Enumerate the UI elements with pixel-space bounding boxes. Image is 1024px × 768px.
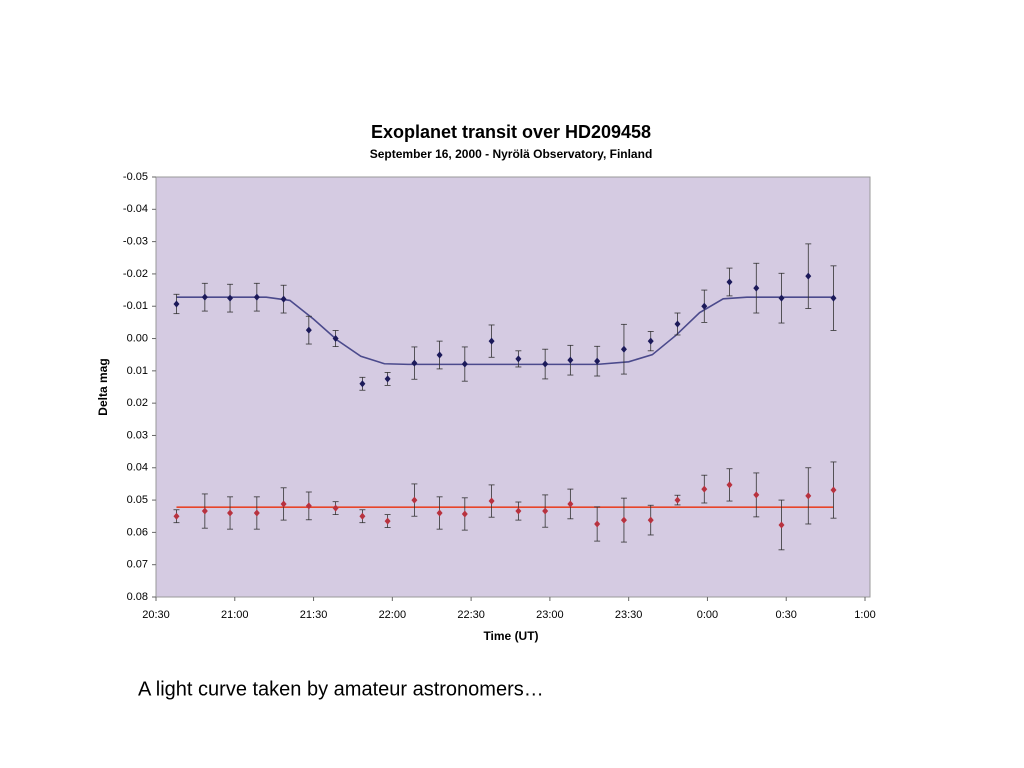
data-point <box>359 512 366 520</box>
y-tick-label: 0.04 <box>127 462 148 474</box>
data-point <box>830 486 837 494</box>
data-point <box>332 335 339 343</box>
data-point <box>674 320 681 328</box>
y-tick-label: 0.07 <box>127 559 148 571</box>
data-point <box>253 509 260 517</box>
data-point <box>674 496 681 504</box>
data-point <box>567 356 574 364</box>
data-point <box>173 300 180 308</box>
data-point <box>726 481 733 489</box>
y-tick-label: -0.01 <box>123 300 148 312</box>
x-tick-label: 21:00 <box>221 609 249 621</box>
x-tick-label: 23:00 <box>536 609 564 621</box>
data-point <box>542 360 549 368</box>
data-point <box>436 509 443 517</box>
y-tick-label: 0.02 <box>127 397 148 409</box>
data-point <box>305 502 312 510</box>
data-point <box>620 516 627 524</box>
data-point <box>384 375 391 383</box>
data-point <box>753 491 760 499</box>
x-tick-label: 0:00 <box>697 609 718 621</box>
data-point <box>305 326 312 334</box>
data-point <box>173 512 180 520</box>
y-tick-label: 0.05 <box>127 494 148 506</box>
data-point <box>411 359 418 367</box>
x-tick-label: 20:30 <box>142 609 170 621</box>
plot-area <box>155 176 871 598</box>
data-point <box>227 294 234 302</box>
y-tick-label: -0.03 <box>123 236 148 248</box>
data-point <box>805 492 812 500</box>
data-point <box>753 284 760 292</box>
y-tick-label: 0.00 <box>127 332 148 344</box>
data-point <box>830 294 837 302</box>
chart-subtitle: September 16, 2000 - Nyrölä Observatory,… <box>370 147 653 161</box>
data-point <box>778 521 785 529</box>
data-point <box>384 517 391 525</box>
data-point <box>359 380 366 388</box>
data-point <box>726 278 733 286</box>
y-tick-label: 0.03 <box>127 429 148 441</box>
x-tick-label: 22:30 <box>457 609 485 621</box>
y-tick-label: -0.04 <box>123 203 148 215</box>
data-point <box>567 500 574 508</box>
x-tick-label: 0:30 <box>776 609 797 621</box>
data-point <box>253 293 260 301</box>
x-tick-label: 1:00 <box>854 609 875 621</box>
data-point <box>332 504 339 512</box>
data-point <box>701 302 708 310</box>
data-point <box>488 337 495 345</box>
data-point <box>280 500 287 508</box>
data-point <box>594 520 601 528</box>
data-point <box>488 497 495 505</box>
y-axis-label: Delta mag <box>96 358 110 415</box>
x-tick-label: 23:30 <box>615 609 643 621</box>
data-point <box>201 507 208 515</box>
data-point <box>515 507 522 515</box>
data-point <box>461 360 468 368</box>
data-point <box>201 293 208 301</box>
chart-title: Exoplanet transit over HD209458 <box>371 122 651 142</box>
data-point <box>594 357 601 365</box>
x-tick-label: 21:30 <box>300 609 328 621</box>
data-point <box>436 351 443 359</box>
fit-line <box>176 296 834 366</box>
data-point <box>620 345 627 353</box>
y-tick-label: 0.01 <box>127 365 148 377</box>
data-point <box>778 294 785 302</box>
x-tick-label: 22:00 <box>379 609 407 621</box>
data-point <box>280 295 287 303</box>
x-axis-label: Time (UT) <box>483 629 538 643</box>
data-point <box>647 337 654 345</box>
data-point <box>227 509 234 517</box>
data-point <box>461 510 468 518</box>
y-tick-label: -0.02 <box>123 268 148 280</box>
data-point <box>542 507 549 515</box>
data-point <box>701 485 708 493</box>
y-tick-label: 0.08 <box>127 591 148 603</box>
caption: A light curve taken by amateur astronome… <box>138 678 544 700</box>
data-point <box>411 496 418 504</box>
y-tick-label: 0.06 <box>127 526 148 538</box>
y-tick-label: -0.05 <box>123 171 148 183</box>
data-point <box>805 272 812 280</box>
data-point <box>515 355 522 363</box>
data-point <box>647 516 654 524</box>
